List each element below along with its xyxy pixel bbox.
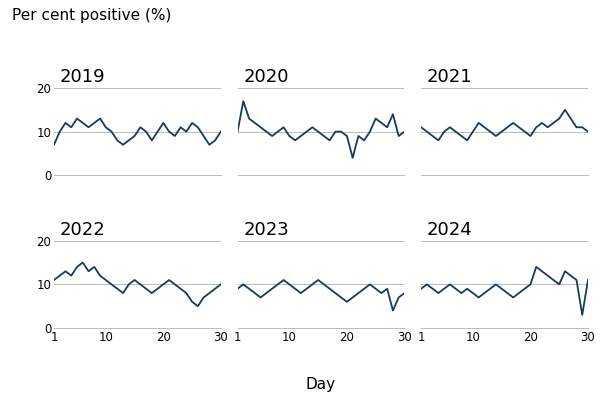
Text: 2020: 2020	[244, 68, 289, 86]
Text: 2023: 2023	[244, 221, 289, 239]
Text: Day: Day	[306, 377, 336, 392]
Text: Per cent positive (%): Per cent positive (%)	[12, 8, 172, 23]
Text: 2019: 2019	[60, 68, 106, 86]
Text: 2021: 2021	[427, 68, 473, 86]
Text: 2024: 2024	[427, 221, 473, 239]
Text: 2022: 2022	[60, 221, 106, 239]
